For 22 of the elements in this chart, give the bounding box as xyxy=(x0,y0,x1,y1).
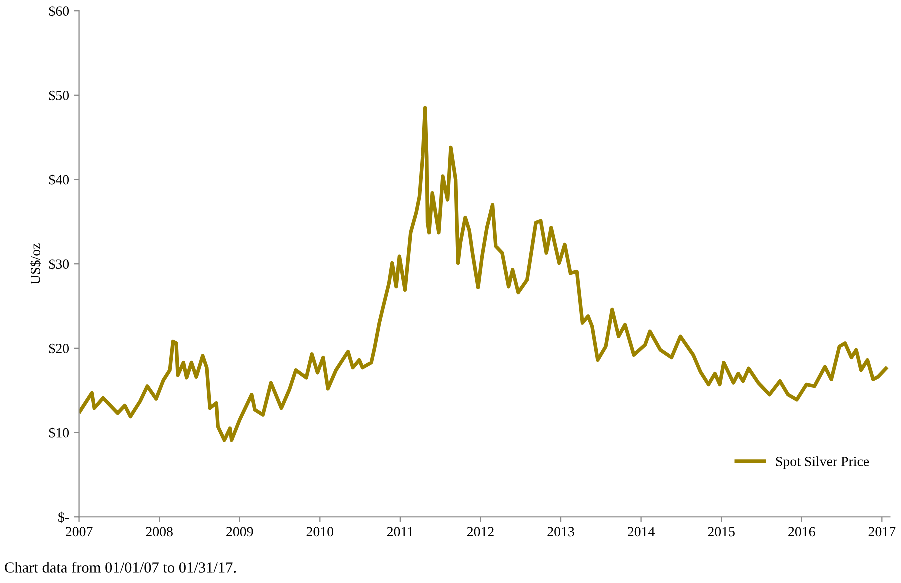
y-tick-label: $40 xyxy=(49,174,70,186)
x-tick-label: 2015 xyxy=(708,527,735,537)
x-tick-label: 2008 xyxy=(146,527,173,537)
x-tick-label: 2016 xyxy=(788,527,816,537)
x-tick-label: 2007 xyxy=(66,527,93,537)
x-tick-label: 2014 xyxy=(628,527,655,537)
x-tick-label: 2011 xyxy=(387,527,414,537)
y-axis-title: US$/oz xyxy=(30,244,42,285)
x-tick-label: 2009 xyxy=(226,527,254,537)
y-tick-label: $50 xyxy=(49,90,70,102)
x-tick-label: 2012 xyxy=(467,527,494,537)
legend-label: Spot Silver Price xyxy=(776,456,870,470)
x-tick-label: 2013 xyxy=(548,527,574,537)
text: Chart data from 01/01/07 to 01/31/17. xyxy=(5,562,236,573)
y-tick-label: $30 xyxy=(49,258,70,270)
y-tick-label: $20 xyxy=(49,343,70,354)
line-series xyxy=(79,106,888,442)
x-tick-label: 2010 xyxy=(306,527,334,537)
y-tick-label: $10 xyxy=(49,428,70,439)
y-tick-label: $- xyxy=(58,512,70,523)
x-tick-label: 2017 xyxy=(868,527,896,537)
y-tick-label: $60 xyxy=(49,6,70,17)
